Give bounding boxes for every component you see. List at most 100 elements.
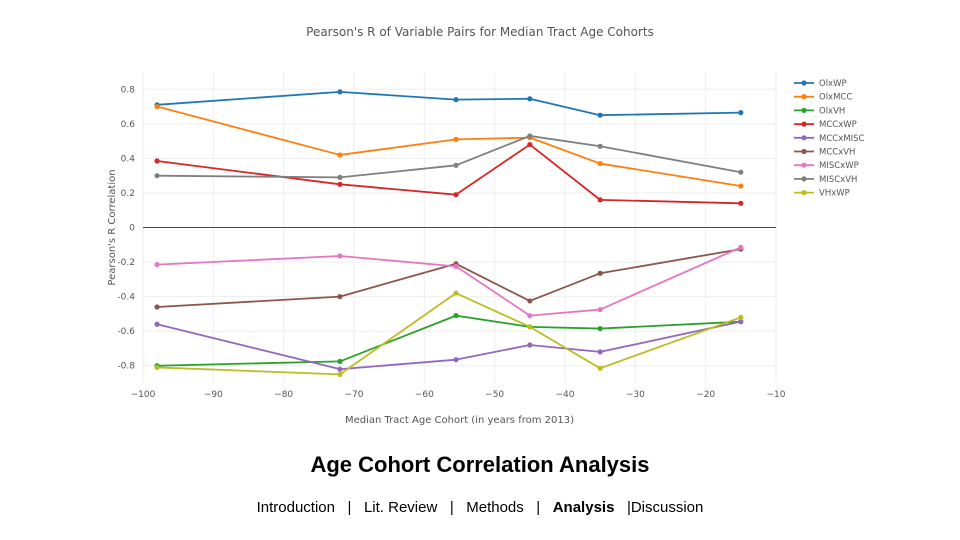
legend-marker xyxy=(801,135,807,141)
data-point xyxy=(337,253,343,259)
data-point xyxy=(738,183,744,189)
legend-item: OlxMCC xyxy=(794,93,852,103)
series-line xyxy=(157,292,742,376)
data-point xyxy=(597,143,603,149)
data-point xyxy=(154,321,160,327)
nav-separator: | xyxy=(536,499,541,516)
legend-marker xyxy=(801,80,807,86)
data-point xyxy=(527,313,533,319)
data-point xyxy=(527,133,533,139)
data-point xyxy=(154,158,160,164)
data-point xyxy=(597,270,603,276)
y-tick-label: -0.8 xyxy=(117,362,135,372)
series-line xyxy=(156,320,742,371)
series-line xyxy=(157,90,741,117)
y-tick-label: 0 xyxy=(129,224,135,234)
x-axis-label: Median Tract Age Cohort (in years from 2… xyxy=(345,415,574,426)
legend-marker xyxy=(801,121,807,127)
legend-item: MCCxMISC xyxy=(794,134,864,144)
series-vhxwp xyxy=(154,290,744,377)
data-point xyxy=(597,349,603,355)
data-point xyxy=(453,97,459,103)
x-tick-label: −70 xyxy=(345,390,364,400)
y-tick-label: 0.6 xyxy=(121,120,136,130)
series-olxmcc xyxy=(154,103,744,189)
data-point xyxy=(597,325,603,332)
legend-marker xyxy=(801,148,807,155)
data-point xyxy=(597,197,603,203)
legend-item: OlxWP xyxy=(794,79,847,89)
data-point xyxy=(453,357,459,363)
x-tick-label: −40 xyxy=(556,390,575,400)
legend-item: OlxVH xyxy=(794,106,845,116)
data-point xyxy=(337,358,343,365)
legend-marker xyxy=(801,107,807,113)
data-point xyxy=(738,319,744,325)
nav-item-lit-review[interactable]: Lit. Review xyxy=(363,499,438,516)
y-axis-label: Pearson's R Correlation xyxy=(107,169,118,285)
x-tick-label: −10 xyxy=(767,390,786,400)
legend-label: MCCxVH xyxy=(819,148,855,158)
data-point xyxy=(527,298,533,304)
legend-item: VHxWP xyxy=(794,189,850,199)
data-point xyxy=(527,96,533,102)
data-point xyxy=(154,364,160,371)
data-point xyxy=(597,365,603,371)
data-point xyxy=(453,263,459,269)
nav-separator: | xyxy=(626,499,631,516)
legend-label: OlxWP xyxy=(819,79,847,89)
y-tick-label: 0.8 xyxy=(121,85,136,95)
series-mccxmisc xyxy=(154,319,744,372)
legend-label: MCCxWP xyxy=(819,120,857,130)
legend-item: MISCxVH xyxy=(794,175,857,185)
nav-separator: | xyxy=(347,499,352,516)
legend-item: MCCxVH xyxy=(794,148,855,158)
x-tick-label: −30 xyxy=(626,390,645,400)
series-miscxwp xyxy=(154,244,744,319)
nav-item-introduction[interactable]: Introduction xyxy=(256,499,335,516)
legend-marker xyxy=(801,94,807,100)
x-tick-label: −50 xyxy=(485,390,504,400)
nav-item-discussion[interactable]: Discussion xyxy=(630,499,704,516)
series-line xyxy=(157,135,741,179)
y-tick-label: -0.4 xyxy=(117,293,135,303)
legend-label: MISCxWP xyxy=(819,161,859,171)
nav-item-methods[interactable]: Methods xyxy=(466,499,524,516)
legend-label: MCCxMISC xyxy=(819,134,864,144)
chart-title: Pearson's R of Variable Pairs for Median… xyxy=(306,25,654,39)
data-point xyxy=(154,173,160,179)
data-point xyxy=(453,162,459,168)
data-point xyxy=(527,342,533,348)
y-tick-label: 0.4 xyxy=(121,154,136,164)
y-tick-label: 0.2 xyxy=(121,189,135,199)
legend-marker xyxy=(801,190,807,196)
legend-marker xyxy=(801,176,807,182)
data-point xyxy=(738,169,744,175)
section-nav: Introduction | Lit. Review | Methods | A… xyxy=(0,499,960,516)
legend-marker xyxy=(801,162,807,168)
legend-item: MISCxWP xyxy=(794,161,859,171)
data-point xyxy=(527,324,533,330)
series-line xyxy=(157,248,741,308)
series-miscxvh xyxy=(154,133,744,180)
y-tick-label: -0.6 xyxy=(117,327,135,337)
data-point xyxy=(154,103,160,110)
x-tick-label: −20 xyxy=(696,390,715,400)
series-line xyxy=(156,105,741,187)
series-line xyxy=(157,246,742,317)
data-point xyxy=(154,304,160,310)
legend-item: MCCxWP xyxy=(794,120,857,130)
data-point xyxy=(597,306,603,313)
series-mccxwp xyxy=(154,141,744,206)
legend-label: MISCxVH xyxy=(819,175,857,185)
x-tick-label: −90 xyxy=(204,390,223,400)
x-tick-label: −100 xyxy=(131,390,156,400)
line-chart: 0.8 0.6 0.4 0.2 0 -0.2 -0.4 -0.6 -0.8 −100 −90 −80 −… xyxy=(107,25,864,426)
nav-item-analysis[interactable]: Analysis xyxy=(552,499,615,516)
series-mccxvh xyxy=(154,246,744,310)
legend-label: OlxMCC xyxy=(819,93,852,103)
x-tick-label: −80 xyxy=(274,390,293,400)
data-point xyxy=(453,192,459,198)
data-point xyxy=(527,141,533,148)
legend-label: VHxWP xyxy=(819,189,850,199)
